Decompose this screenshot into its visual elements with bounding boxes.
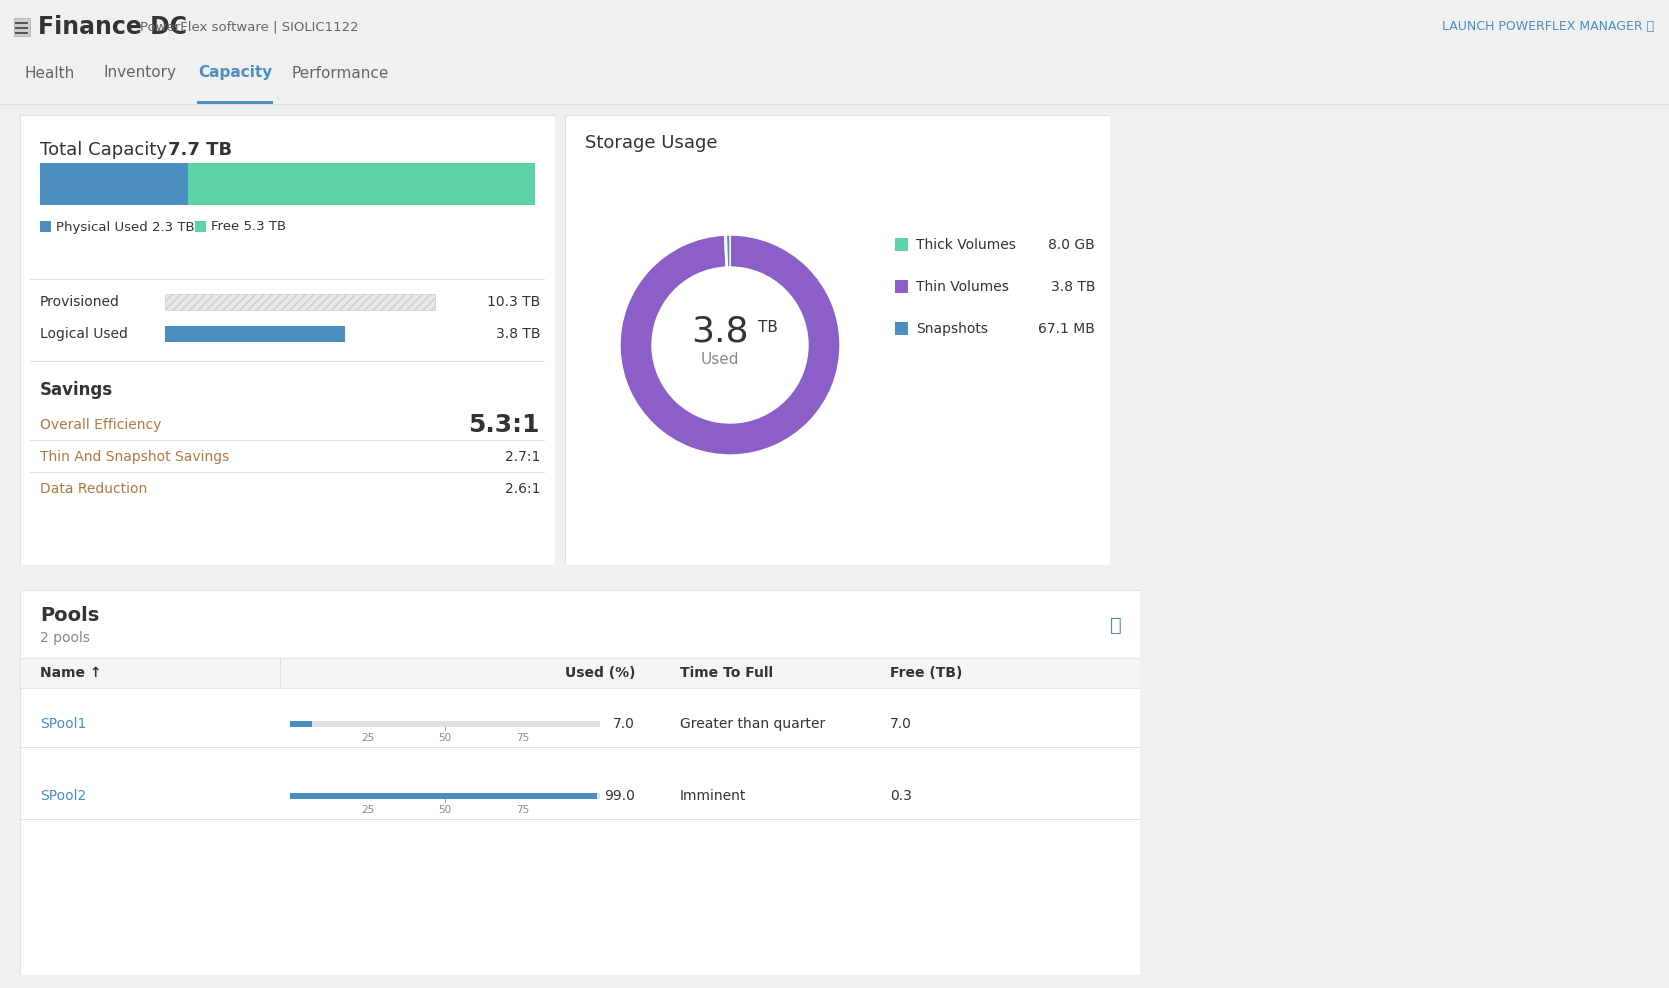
Text: Inventory: Inventory — [103, 65, 177, 80]
Bar — [165, 294, 436, 310]
Bar — [195, 221, 205, 232]
Text: 75: 75 — [516, 733, 529, 743]
Bar — [20, 658, 1140, 688]
Text: Thin Volumes: Thin Volumes — [916, 280, 1008, 294]
Wedge shape — [619, 235, 840, 455]
Text: Free (TB): Free (TB) — [890, 666, 963, 680]
Text: Snapshots: Snapshots — [916, 322, 988, 336]
Text: Finance DC: Finance DC — [38, 15, 187, 39]
Text: Provisioned: Provisioned — [40, 295, 120, 309]
Text: 2.7:1: 2.7:1 — [504, 450, 541, 464]
Text: 2 pools: 2 pools — [40, 631, 90, 645]
Text: LAUNCH POWERFLEX MANAGER ⧉: LAUNCH POWERFLEX MANAGER ⧉ — [1442, 21, 1654, 34]
Bar — [15, 27, 28, 29]
Bar — [15, 32, 28, 34]
Text: 7.7 TB: 7.7 TB — [169, 141, 232, 159]
Bar — [895, 280, 908, 293]
Bar — [165, 326, 345, 342]
Wedge shape — [724, 235, 728, 267]
Text: Savings: Savings — [40, 381, 113, 399]
Bar — [0, 104, 1669, 105]
Text: 25: 25 — [361, 805, 374, 815]
Text: 7.0: 7.0 — [890, 717, 911, 731]
Bar — [40, 163, 189, 205]
Text: Imminent: Imminent — [679, 789, 746, 803]
Text: 0.3: 0.3 — [890, 789, 911, 803]
Bar — [895, 322, 908, 335]
Bar — [13, 18, 30, 36]
Text: Health: Health — [25, 65, 75, 80]
Text: Used: Used — [701, 353, 739, 368]
Bar — [290, 721, 599, 727]
Text: 2.6:1: 2.6:1 — [504, 482, 541, 496]
Text: 50: 50 — [439, 805, 452, 815]
Text: PowerFlex software | SIOLIC1122: PowerFlex software | SIOLIC1122 — [140, 21, 359, 34]
Text: SPool1: SPool1 — [40, 717, 87, 731]
Bar — [895, 238, 908, 251]
Text: 8.0 GB: 8.0 GB — [1048, 238, 1095, 252]
Text: Performance: Performance — [292, 65, 389, 80]
Text: Total Capacity: Total Capacity — [40, 141, 167, 159]
Text: 3.8 TB: 3.8 TB — [496, 327, 541, 341]
Text: Overall Efficiency: Overall Efficiency — [40, 418, 162, 432]
Text: Thin And Snapshot Savings: Thin And Snapshot Savings — [40, 450, 229, 464]
Text: 25: 25 — [361, 733, 374, 743]
Text: Time To Full: Time To Full — [679, 666, 773, 680]
Bar — [40, 221, 52, 232]
Text: Used (%): Used (%) — [564, 666, 634, 680]
Text: Data Reduction: Data Reduction — [40, 482, 147, 496]
Text: Physical Used 2.3 TB: Physical Used 2.3 TB — [57, 220, 195, 233]
Bar — [189, 163, 536, 205]
Text: Free 5.3 TB: Free 5.3 TB — [210, 220, 285, 233]
Text: 5.3:1: 5.3:1 — [469, 413, 541, 437]
Wedge shape — [726, 235, 729, 267]
Text: 50: 50 — [439, 733, 452, 743]
Text: ⧉: ⧉ — [1110, 616, 1122, 634]
Text: Greater than quarter: Greater than quarter — [679, 717, 824, 731]
Text: Pools: Pools — [40, 606, 98, 624]
Text: 7.0: 7.0 — [613, 717, 634, 731]
Text: Thick Volumes: Thick Volumes — [916, 238, 1016, 252]
Text: 3.8 TB: 3.8 TB — [1050, 280, 1095, 294]
Bar — [15, 22, 28, 24]
Bar — [197, 101, 274, 104]
Text: 67.1 MB: 67.1 MB — [1038, 322, 1095, 336]
Text: 3.8: 3.8 — [691, 314, 749, 348]
Text: TB: TB — [758, 319, 778, 335]
Text: Capacity: Capacity — [199, 65, 272, 80]
Text: Logical Used: Logical Used — [40, 327, 129, 341]
Text: 99.0: 99.0 — [604, 789, 634, 803]
Text: Storage Usage: Storage Usage — [586, 134, 718, 152]
Text: 75: 75 — [516, 805, 529, 815]
Bar — [290, 793, 599, 799]
Text: 10.3 TB: 10.3 TB — [487, 295, 541, 309]
Bar — [290, 793, 598, 799]
Text: SPool2: SPool2 — [40, 789, 87, 803]
Bar — [290, 721, 312, 727]
Text: Name ↑: Name ↑ — [40, 666, 102, 680]
